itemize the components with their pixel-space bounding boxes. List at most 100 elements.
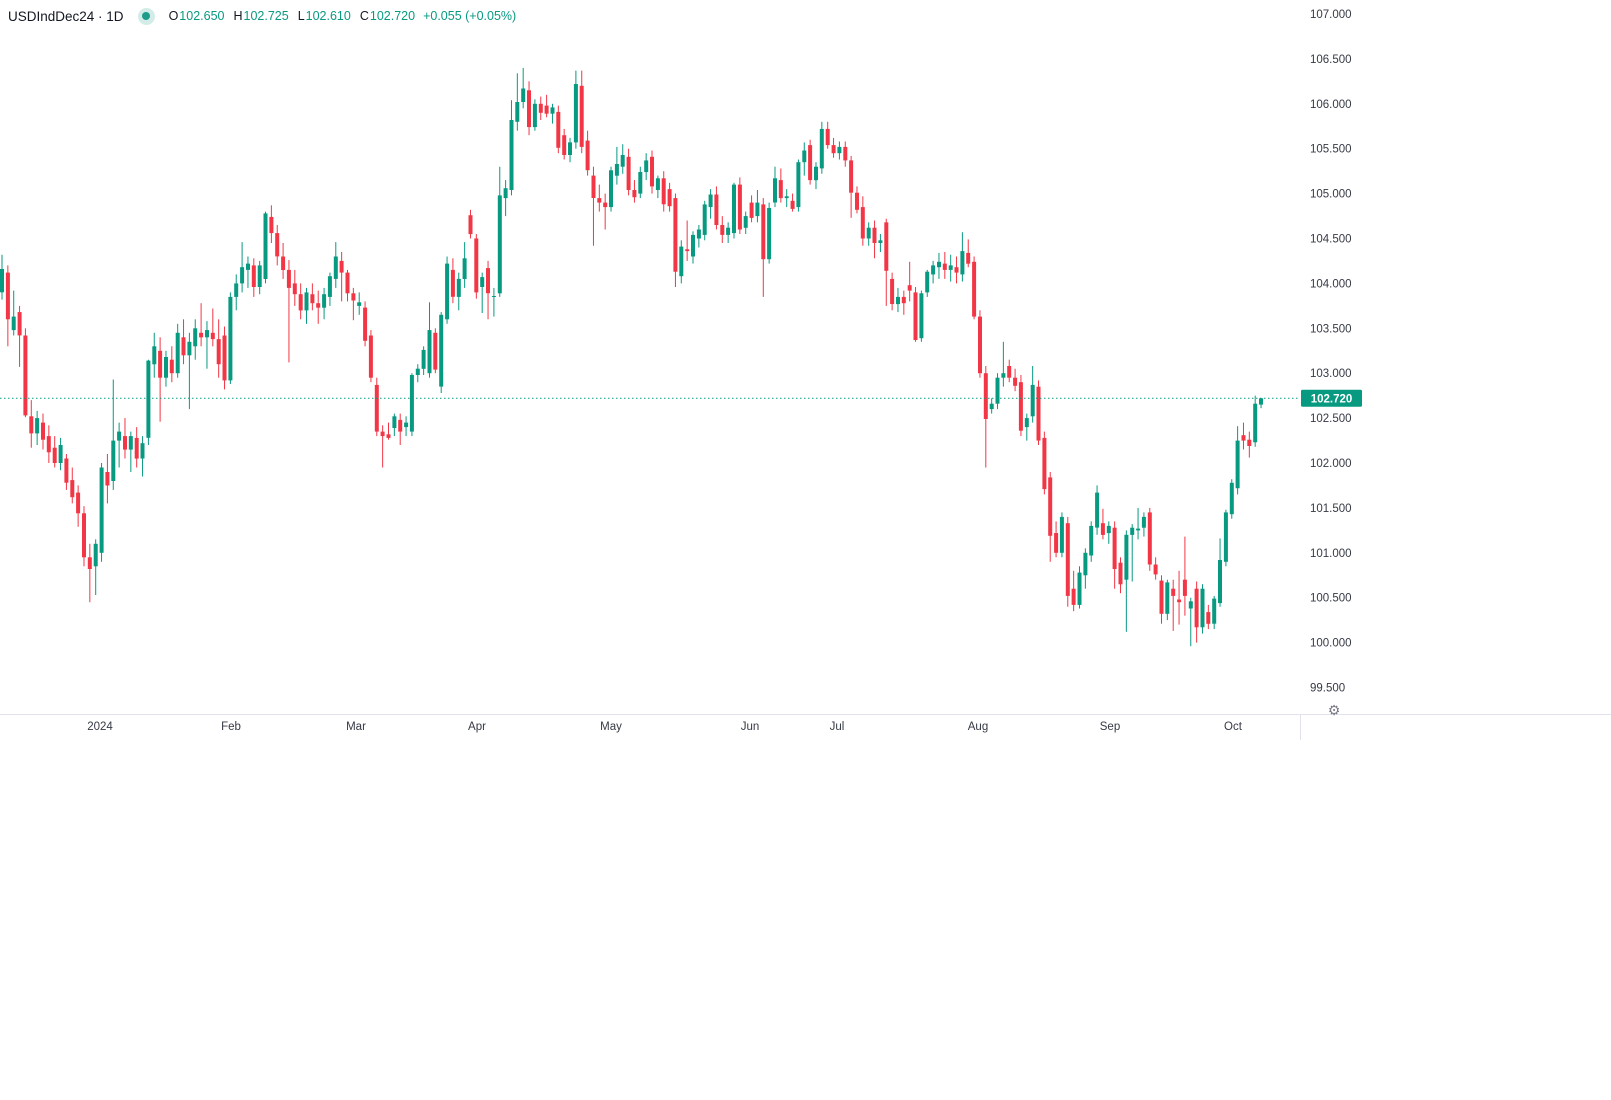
candle-body <box>1159 580 1164 614</box>
time-axis-label[interactable]: May <box>600 721 622 733</box>
time-axis-label[interactable]: Apr <box>468 721 486 733</box>
time-axis-label[interactable]: 2024 <box>87 721 113 733</box>
candle-body <box>486 268 490 294</box>
candle-body <box>620 155 625 167</box>
candle-body <box>1153 564 1158 575</box>
price-axis-label[interactable]: 105.500 <box>1310 144 1352 156</box>
candle-body <box>942 263 947 270</box>
candle-body <box>538 103 543 113</box>
price-axis-label[interactable]: 103.000 <box>1310 368 1352 380</box>
candle-body <box>661 178 666 205</box>
candle-body <box>386 434 391 438</box>
close-label: C <box>359 9 369 23</box>
candle-body <box>205 330 209 338</box>
price-axis-label[interactable]: 100.000 <box>1310 638 1352 650</box>
candle-body <box>1259 398 1263 405</box>
candle-body <box>333 256 338 279</box>
candle-body <box>1124 534 1129 580</box>
time-axis-label[interactable]: Jun <box>741 721 760 733</box>
candle-body <box>222 335 227 381</box>
candle-body <box>181 337 186 356</box>
time-axis-label[interactable]: Oct <box>1224 721 1243 733</box>
candle-body <box>1036 386 1041 441</box>
time-axis-label[interactable]: Jul <box>830 721 845 733</box>
candle-body <box>1171 588 1176 596</box>
candle-body <box>380 431 385 437</box>
candle-body <box>1065 523 1070 596</box>
chart-pane[interactable]: 107.000 106.500 106.000 105.500 105.000 104.5… <box>0 0 1611 745</box>
ohlc-readout: O 102.650 H 102.725 L 102.610 C 102.720 +0.0… <box>169 9 517 23</box>
symbol-title[interactable]: USDIndDec24 · 1D <box>8 8 124 24</box>
candle-body <box>304 292 309 311</box>
candle-body <box>433 332 438 370</box>
time-axis-label[interactable]: Sep <box>1100 721 1120 733</box>
price-axis-label[interactable]: 107.000 <box>1310 9 1352 21</box>
candle-body <box>1182 579 1187 596</box>
candle-body <box>515 102 520 122</box>
price-axis-label[interactable]: 104.000 <box>1310 278 1352 290</box>
price-axis-label[interactable]: 101.000 <box>1310 548 1352 560</box>
candle-body <box>298 294 303 311</box>
candle-body <box>849 160 854 193</box>
candle-body <box>474 238 479 293</box>
candle-body <box>1001 373 1006 378</box>
candle-body <box>901 296 906 304</box>
candle-body <box>199 332 204 338</box>
candle-body <box>837 146 842 154</box>
candle-body <box>802 150 807 163</box>
candle-body <box>954 267 959 273</box>
candle-body <box>907 285 912 291</box>
time-axis-label[interactable]: Aug <box>968 721 988 733</box>
price-axis-label[interactable]: 102.500 <box>1310 413 1352 425</box>
price-axis-label[interactable]: 100.500 <box>1310 593 1352 605</box>
candle-body <box>626 156 631 190</box>
candle-body <box>819 128 824 169</box>
price-axis-label[interactable]: 105.000 <box>1310 189 1352 201</box>
candle-body <box>1177 599 1182 603</box>
chart-legend: USDIndDec24 · 1D O 102.650 H 102.725 L 102.… <box>8 6 516 26</box>
candle-body <box>450 269 455 297</box>
price-axis-label[interactable]: 99.500 <box>1310 683 1345 695</box>
candle-body <box>415 368 420 375</box>
price-axis-label[interactable]: 102.000 <box>1310 458 1352 470</box>
candle-body <box>579 85 584 147</box>
time-axis-label[interactable]: Feb <box>221 721 241 733</box>
candle-body <box>550 107 555 114</box>
candle-body <box>696 229 701 239</box>
candle-body <box>743 216 748 228</box>
candle-body <box>843 146 848 161</box>
price-axis-label[interactable]: 106.500 <box>1310 54 1352 66</box>
instrument-logo-icon[interactable] <box>137 7 155 25</box>
candle-body <box>1013 377 1018 386</box>
candle-body <box>1059 516 1064 553</box>
candle-body <box>983 373 988 419</box>
candle-body <box>737 184 742 230</box>
price-axis-label[interactable]: 104.500 <box>1310 234 1352 246</box>
candle-body <box>644 160 649 173</box>
candle-body <box>251 265 256 287</box>
candle-body <box>720 225 725 235</box>
candle-body <box>896 296 900 305</box>
candle-body <box>491 296 496 297</box>
candle-body <box>1165 582 1170 614</box>
candle-body <box>755 202 760 217</box>
candle-body <box>246 263 250 270</box>
candle-body <box>1112 527 1117 569</box>
change-value: +0.055 (+0.05%) <box>423 9 517 23</box>
candle-body <box>76 492 81 514</box>
price-axis-label[interactable]: 103.500 <box>1310 323 1352 335</box>
candle-body <box>708 194 713 208</box>
candle-body <box>749 202 754 218</box>
candle-body <box>521 88 526 102</box>
candlestick-chart[interactable]: 107.000 106.500 106.000 105.500 105.000 104.5… <box>0 0 1611 745</box>
price-axis-label[interactable]: 106.000 <box>1310 99 1352 111</box>
settings-gear-icon[interactable]: ⚙ <box>1328 703 1341 719</box>
candle-body <box>655 178 660 190</box>
candle-body <box>456 278 461 297</box>
candle-body <box>286 269 291 288</box>
candle-body <box>919 293 924 339</box>
candle-body <box>778 180 783 199</box>
price-axis-label[interactable]: 101.500 <box>1310 503 1352 515</box>
time-axis-label[interactable]: Mar <box>346 721 366 733</box>
candle-body <box>948 265 953 270</box>
